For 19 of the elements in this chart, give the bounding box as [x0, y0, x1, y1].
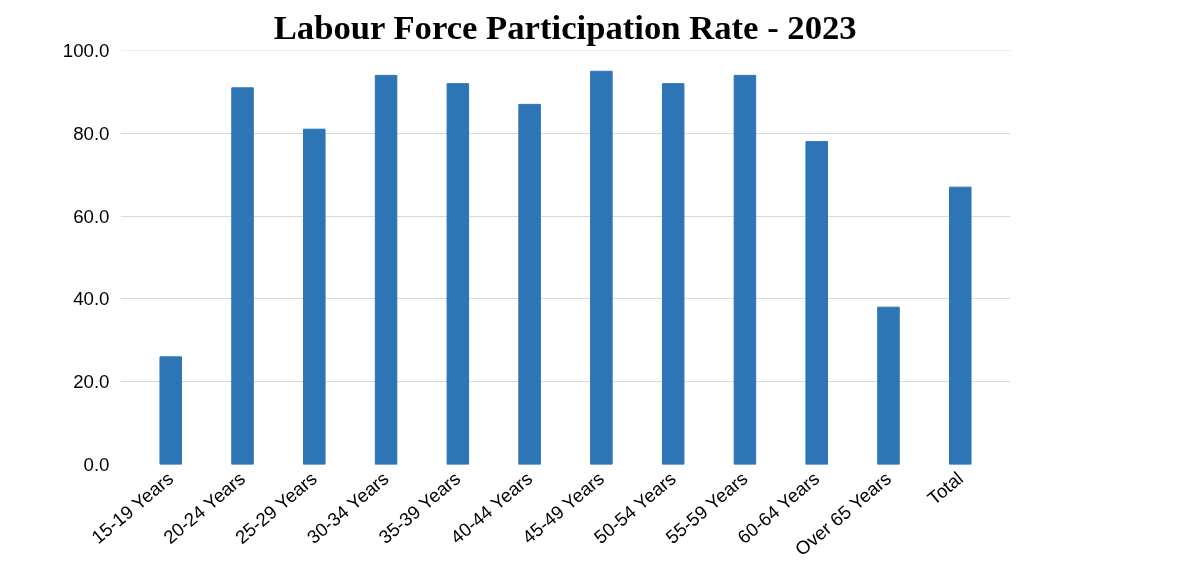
bar — [590, 70, 613, 465]
y-tick-label: 60.0 — [73, 205, 110, 227]
bar — [231, 87, 254, 465]
y-tick-label: 100.0 — [62, 40, 110, 62]
bar — [661, 83, 685, 465]
bar — [733, 74, 757, 465]
bar — [877, 306, 900, 465]
bar — [518, 103, 541, 465]
y-tick-label: 80.0 — [73, 122, 110, 144]
y-tick-label: 40.0 — [73, 288, 110, 310]
bar — [805, 141, 828, 465]
bar — [159, 356, 183, 465]
y-tick-label: 20.0 — [73, 371, 110, 393]
chart-title: Labour Force Participation Rate - 2023 — [273, 7, 857, 46]
bar — [374, 74, 398, 465]
y-tick-label: 0.0 — [83, 454, 110, 475]
bar — [948, 186, 972, 465]
bar — [303, 128, 326, 465]
bar — [446, 83, 470, 465]
